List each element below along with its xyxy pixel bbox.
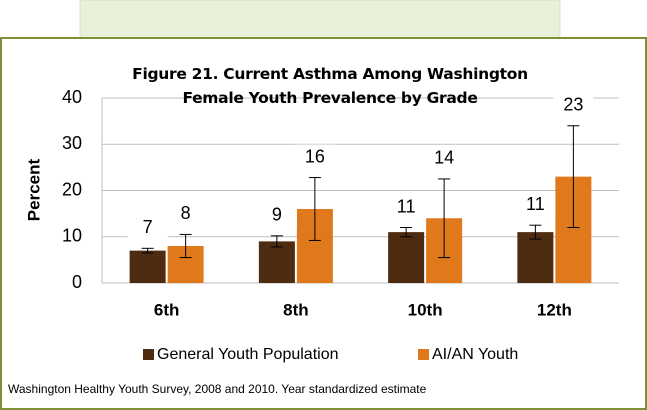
bar [258,241,295,283]
label-bg [127,215,168,242]
data-label: 9 [272,205,282,225]
label-bg [256,202,297,229]
y-tick-label: 20 [62,179,82,199]
data-label: 23 [563,95,583,115]
header-box [79,0,561,41]
label-bg [424,145,465,172]
bar [517,232,554,283]
label-bg [553,92,594,119]
y-tick-label: 0 [72,272,82,292]
y-tick-label: 10 [62,226,82,246]
data-label: 11 [526,194,545,214]
y-axis-label: Percent [24,158,43,221]
bar [129,250,166,283]
x-tick-label: 6th [154,300,180,319]
bar [388,232,425,283]
label-bg [386,194,427,221]
chart-title: Figure 21. Current Asthma Among Washingt… [132,65,528,107]
data-label: 14 [434,148,454,168]
x-tick-label: 8th [283,300,309,319]
legend-label: General Youth Population [157,346,338,363]
footnote: Washington Healthy Youth Survey, 2008 an… [8,382,427,396]
label-bg [294,144,335,171]
y-tick-label: 40 [62,87,82,107]
label-bg [165,201,206,228]
x-tick-label: 10th [408,300,443,319]
data-label: 8 [181,203,191,223]
data-label: 7 [143,217,153,237]
data-label: 16 [305,146,325,166]
legend-swatch [143,349,154,360]
data-label: 11 [397,196,416,216]
x-tick-label: 12th [537,300,572,319]
legend-label: AI/AN Youth [432,346,518,363]
legend-swatch [418,349,429,360]
y-tick-label: 30 [62,133,82,153]
label-bg [515,192,556,219]
